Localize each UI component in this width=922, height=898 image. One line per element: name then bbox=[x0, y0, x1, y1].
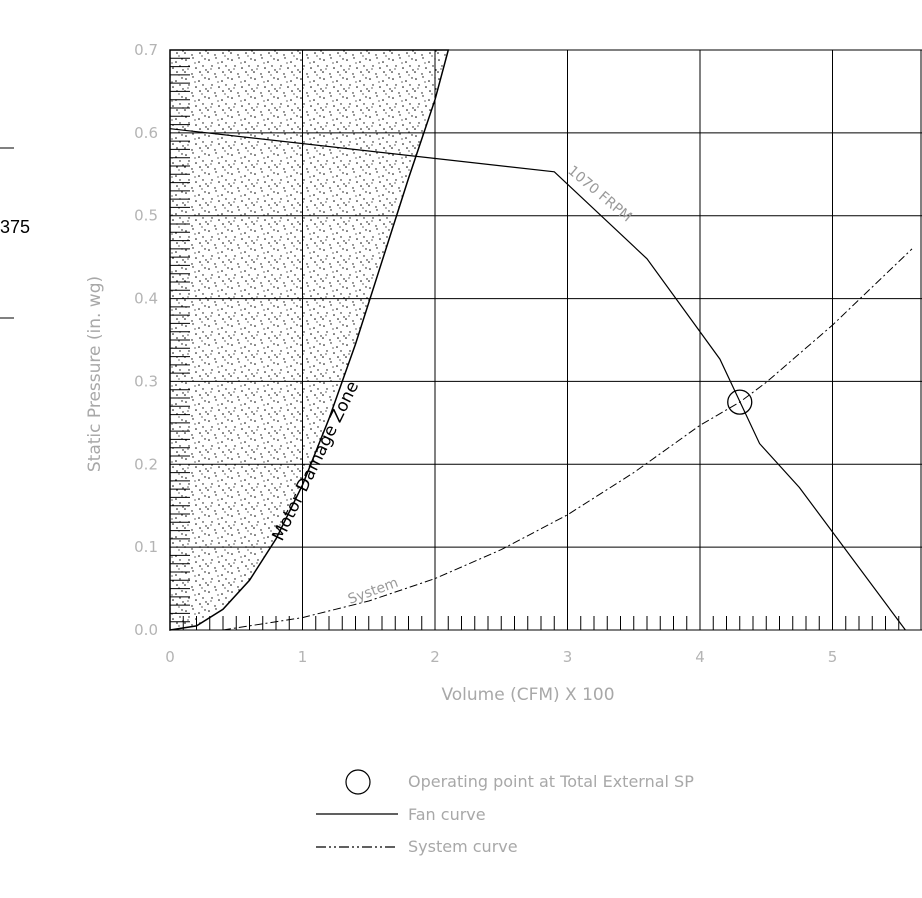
legend-system-curve-label: System curve bbox=[408, 837, 518, 856]
x-tick-label: 2 bbox=[430, 648, 440, 666]
y-tick-label: 0.0 bbox=[134, 621, 158, 639]
y-tick-labels: 0.0 0.1 0.2 0.3 0.4 0.5 0.6 0.7 bbox=[134, 41, 158, 639]
legend-operating-point-label: Operating point at Total External SP bbox=[408, 772, 694, 791]
operating-point-marker bbox=[727, 389, 753, 415]
x-axis-title: Volume (CFM) X 100 bbox=[441, 685, 614, 705]
y-tick-label: 0.7 bbox=[134, 41, 158, 59]
x-tick-label: 0 bbox=[165, 648, 175, 666]
system-curve-label: System bbox=[346, 575, 401, 608]
y-tick-label: 0.3 bbox=[134, 372, 158, 390]
y-tick-label: 0.1 bbox=[134, 538, 158, 556]
fan-curve bbox=[169, 128, 906, 631]
y-tick-label: 0.5 bbox=[134, 207, 158, 225]
y-axis-title: Static Pressure (in. wg) bbox=[85, 276, 105, 472]
grid bbox=[169, 49, 922, 631]
y-tick-label: 0.4 bbox=[134, 290, 158, 308]
legend: Operating point at Total External SP Fan… bbox=[316, 769, 694, 856]
y-tick-label: 0.2 bbox=[134, 455, 158, 473]
system-curve bbox=[222, 248, 913, 631]
legend-circle-icon bbox=[345, 769, 371, 795]
legend-fan-curve-label: Fan curve bbox=[408, 805, 486, 824]
x-tick-labels: 0 1 2 3 4 5 bbox=[165, 648, 837, 666]
motor-damage-region bbox=[169, 49, 450, 631]
x-tick-label: 5 bbox=[828, 648, 838, 666]
y-tick-label: 0.6 bbox=[134, 124, 158, 142]
x-tick-label: 3 bbox=[563, 648, 573, 666]
side-value: 375 bbox=[0, 217, 30, 237]
x-tick-label: 4 bbox=[695, 648, 705, 666]
minor-ticks bbox=[170, 57, 900, 630]
x-tick-label: 1 bbox=[298, 648, 308, 666]
